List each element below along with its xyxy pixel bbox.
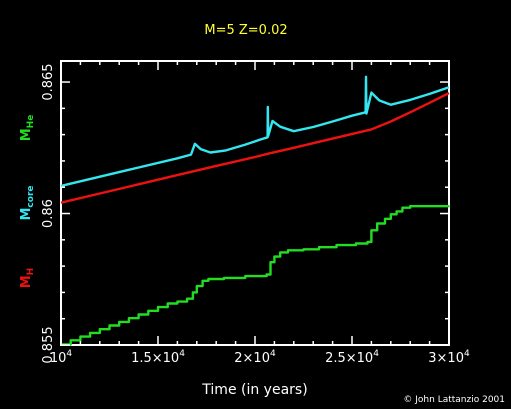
series-layer	[60, 75, 451, 346]
series-line-1	[60, 75, 450, 188]
x-tick-label: 1.5×104	[131, 349, 185, 366]
tick-layer: 104 1.5×104 2×104 2.5×104 3×104 0.855 0.86 0.86…	[41, 61, 470, 366]
x-tick-label: 2×104	[234, 349, 276, 366]
chart-title: M=5 Z=0.02	[204, 23, 287, 38]
y-axis-labels: MHe Mcore MH	[19, 115, 36, 289]
x-tick-label: 3×104	[428, 349, 470, 366]
x-tick-label: 104	[50, 349, 73, 366]
y-tick-label: 0.86	[41, 199, 56, 228]
y-tick-label: 0.865	[41, 63, 56, 100]
y-label-m-h: MH	[19, 268, 36, 288]
series-line-2	[61, 205, 451, 346]
series-line-0	[60, 92, 450, 204]
y-label-m-he: MHe	[19, 115, 36, 142]
y-tick-label: 0.855	[41, 326, 56, 363]
y-label-m-core: Mcore	[19, 186, 36, 221]
credit-text: © John Lattanzio 2001	[403, 395, 505, 405]
x-tick-label: 2.5×104	[325, 349, 379, 366]
x-axis-label: Time (in years)	[201, 382, 307, 398]
